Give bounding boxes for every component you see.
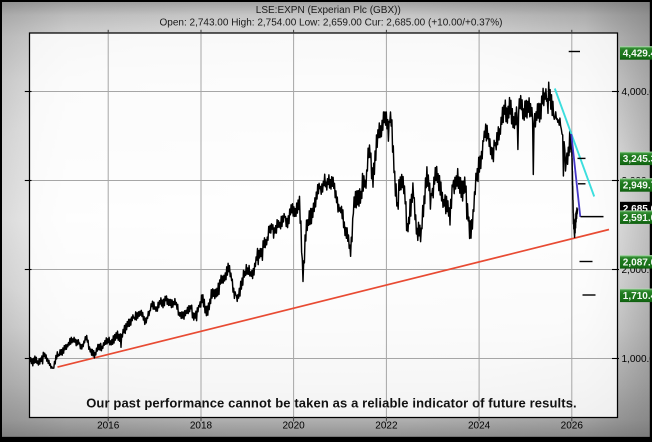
svg-text:2,000.00: 2,000.00 [622, 265, 652, 276]
svg-text:2024: 2024 [468, 420, 491, 431]
svg-text:2020: 2020 [282, 420, 305, 431]
svg-text:1,710.4: 1,710.4 [623, 291, 652, 302]
svg-text:2,685.0: 2,685.0 [623, 204, 652, 215]
svg-text:2022: 2022 [375, 420, 398, 431]
svg-text:LSE:EXPN (Experian Plc (GBX)): LSE:EXPN (Experian Plc (GBX)) [256, 5, 401, 16]
svg-text:2026: 2026 [561, 420, 584, 431]
svg-text:1,000.00: 1,000.00 [622, 354, 652, 365]
svg-text:2016: 2016 [97, 420, 120, 431]
svg-text:4,000.00: 4,000.00 [622, 87, 652, 98]
svg-text:2018: 2018 [190, 420, 213, 431]
svg-text:3,245.3: 3,245.3 [623, 154, 652, 165]
svg-text:Our past performance cannot be: Our past performance cannot be taken as … [86, 396, 577, 411]
svg-text:Open: 2,743.00 High: 2,754.00: Open: 2,743.00 High: 2,754.00 Low: 2,659… [159, 17, 502, 28]
svg-text:2,087.0: 2,087.0 [623, 258, 652, 269]
svg-text:4,429.4: 4,429.4 [623, 49, 652, 60]
svg-text:2,591.0: 2,591.0 [623, 213, 652, 224]
svg-text:2,949.7: 2,949.7 [623, 181, 652, 192]
